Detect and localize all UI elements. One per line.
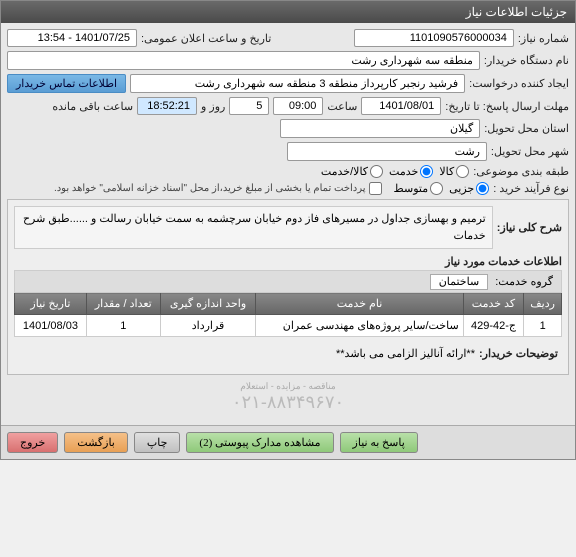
row-process: نوع فرآیند خرید : جزیی متوسط پرداخت تمام… [7, 182, 569, 195]
field-city: رشت [287, 142, 487, 161]
print-button[interactable]: چاپ [134, 432, 181, 453]
phone-number: ۰۲۱-۸۸۳۴۹۶۷۰ [232, 392, 344, 412]
row-deadline: مهلت ارسال پاسخ: تا تاریخ: 1401/08/01 سا… [7, 97, 569, 115]
label-days: روز و [201, 100, 225, 113]
label-process: نوع فرآیند خرید : [493, 182, 569, 195]
back-button[interactable]: بازگشت [64, 432, 128, 453]
label-buyer: نام دستگاه خریدار: [484, 54, 569, 67]
label-announce-dt: تاریخ و ساعت اعلان عمومی: [141, 32, 271, 45]
row-need-number: شماره نیاز: 1101090576000034 تاریخ و ساع… [7, 29, 569, 47]
row-remarks: توضیحات خریدار: **ارائه آنالیز الزامی می… [14, 343, 562, 364]
field-deadline-date: 1401/08/01 [361, 97, 441, 115]
phone-banner: مناقصه - مزایده - استعلام ۰۲۱-۸۸۳۴۹۶۷۰ [7, 375, 569, 419]
td-code: ج-42-429 [463, 315, 524, 337]
td-date: 1401/08/03 [15, 315, 87, 337]
label-remaining: ساعت باقی مانده [52, 100, 133, 113]
radio-medium[interactable]: متوسط [394, 182, 444, 195]
classification-radios: کالا خدمت کالا/خدمت [321, 165, 469, 178]
label-province: استان محل تحویل: [484, 122, 569, 135]
field-remaining: 18:52:21 [137, 97, 197, 115]
phone-sub: مناقصه - مزایده - استعلام [13, 381, 563, 392]
td-qty: 1 [86, 315, 160, 337]
field-need-number: 1101090576000034 [354, 29, 514, 47]
field-days: 5 [229, 97, 269, 115]
label-city: شهر محل تحویل: [491, 145, 569, 158]
row-city: شهر محل تحویل: رشت [7, 142, 569, 161]
th-date: تاریخ نیاز [15, 293, 87, 315]
field-group: ساختمان [430, 274, 488, 290]
label-group: گروه خدمت: [495, 276, 553, 288]
table-header: ردیف کد خدمت نام خدمت واحد اندازه گیری ت… [15, 293, 562, 315]
th-row: ردیف [524, 293, 562, 315]
td-name: ساخت/سایر پروژه‌های مهندسی عمران [256, 315, 463, 337]
row-buyer: نام دستگاه خریدار: منطقه سه شهرداری رشت [7, 51, 569, 70]
label-classification: طبقه بندی موضوعی: [473, 165, 569, 178]
label-remarks: توضیحات خریدار: [479, 347, 558, 360]
field-creator: فرشید رنجبر کارپرداز منطقه 3 منطقه سه شه… [130, 74, 465, 93]
radio-service[interactable]: خدمت [389, 165, 433, 178]
section-services: اطلاعات خدمات مورد نیاز [14, 255, 562, 268]
row-province: استان محل تحویل: گیلان [7, 119, 569, 138]
field-deadline-hour: 09:00 [273, 97, 323, 115]
field-remarks: **ارائه آنالیز الزامی می باشد** [336, 347, 475, 360]
th-unit: واحد اندازه گیری [160, 293, 256, 315]
buyer-contact-button[interactable]: اطلاعات تماس خریدار [7, 74, 126, 93]
row-classification: طبقه بندی موضوعی: کالا خدمت کالا/خدمت [7, 165, 569, 178]
label-creator: ایجاد کننده درخواست: [469, 77, 569, 90]
th-code: کد خدمت [463, 293, 524, 315]
row-creator: ایجاد کننده درخواست: فرشید رنجبر کارپردا… [7, 74, 569, 93]
field-buyer: منطقه سه شهرداری رشت [7, 51, 480, 70]
description-box: شرح کلی نیاز: ترمیم و بهسازی جداول در مس… [7, 199, 569, 375]
content-area: شماره نیاز: 1101090576000034 تاریخ و ساع… [1, 23, 575, 425]
table-row: 1 ج-42-429 ساخت/سایر پروژه‌های مهندسی عم… [15, 315, 562, 337]
group-cell: گروه خدمت: ساختمان [15, 271, 562, 293]
label-need-number: شماره نیاز: [518, 32, 569, 45]
titlebar: جزئیات اطلاعات نیاز [1, 1, 575, 23]
services-table: گروه خدمت: ساختمان ردیف کد خدمت نام خدمت… [14, 270, 562, 337]
th-qty: تعداد / مقدار [86, 293, 160, 315]
field-description: ترمیم و بهسازی جداول در مسیرهای فاز دوم … [14, 206, 493, 249]
field-announce-dt: 1401/07/25 - 13:54 [7, 29, 137, 47]
respond-button[interactable]: پاسخ به نیاز [340, 432, 418, 453]
row-description: شرح کلی نیاز: ترمیم و بهسازی جداول در مس… [14, 206, 562, 249]
field-province: گیلان [280, 119, 480, 138]
label-hour: ساعت [327, 100, 357, 113]
td-unit: قرارداد [160, 315, 256, 337]
group-row: گروه خدمت: ساختمان [15, 271, 562, 293]
th-name: نام خدمت [256, 293, 463, 315]
radio-goods[interactable]: کالا [439, 165, 469, 178]
label-deadline: مهلت ارسال پاسخ: تا تاریخ: [445, 100, 569, 113]
process-radios: جزیی متوسط [394, 182, 490, 195]
td-row: 1 [524, 315, 562, 337]
main-window: جزئیات اطلاعات نیاز شماره نیاز: 11010905… [0, 0, 576, 460]
radio-minor[interactable]: جزیی [449, 182, 489, 195]
attachments-button[interactable]: مشاهده مدارک پیوستی (2) [186, 432, 333, 453]
exit-button[interactable]: خروج [7, 432, 58, 453]
footer: پاسخ به نیاز مشاهده مدارک پیوستی (2) چاپ… [1, 425, 575, 459]
label-description: شرح کلی نیاز: [497, 221, 562, 234]
treasury-checkbox[interactable]: پرداخت تمام یا بخشی از مبلغ خرید،از محل … [54, 182, 382, 195]
radio-both[interactable]: کالا/خدمت [321, 165, 383, 178]
